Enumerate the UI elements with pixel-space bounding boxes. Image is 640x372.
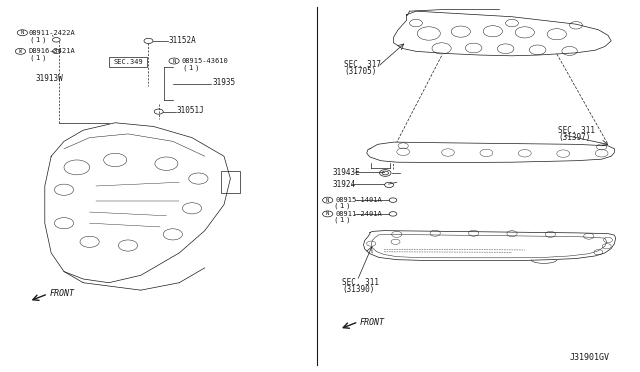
Text: J31901GV: J31901GV: [570, 353, 610, 362]
Text: (31705): (31705): [344, 67, 377, 76]
Text: 31924: 31924: [333, 180, 356, 189]
Text: SEC.349: SEC.349: [113, 59, 143, 65]
Text: 08915-43610: 08915-43610: [181, 58, 228, 64]
Text: SEC. 311: SEC. 311: [558, 126, 595, 135]
Text: DB916-3421A: DB916-3421A: [29, 48, 76, 54]
Text: W: W: [19, 49, 22, 54]
Text: N: N: [326, 211, 330, 217]
FancyBboxPatch shape: [109, 57, 147, 67]
Text: (31397): (31397): [558, 133, 591, 142]
Text: (31390): (31390): [342, 285, 375, 294]
Text: 31913W: 31913W: [35, 74, 63, 83]
Text: 31943E: 31943E: [333, 168, 360, 177]
Text: ( 1 ): ( 1 ): [335, 203, 350, 209]
Text: 31935: 31935: [212, 78, 236, 87]
Text: ( 1 ): ( 1 ): [184, 64, 199, 71]
Text: ( 1 ): ( 1 ): [335, 217, 350, 224]
Text: 08915-1401A: 08915-1401A: [335, 197, 382, 203]
FancyBboxPatch shape: [221, 171, 240, 193]
Text: N: N: [20, 30, 24, 35]
Text: FRONT: FRONT: [50, 289, 75, 298]
Text: N: N: [172, 58, 176, 64]
Text: N: N: [326, 198, 330, 203]
Text: ( 1 ): ( 1 ): [31, 54, 45, 61]
Text: ( 1 ): ( 1 ): [31, 36, 45, 43]
Text: 31051J: 31051J: [177, 106, 204, 115]
Text: 08911-2422A: 08911-2422A: [29, 30, 76, 36]
Text: SEC. 317: SEC. 317: [344, 60, 381, 69]
Text: 31152A: 31152A: [168, 36, 196, 45]
Text: SEC. 311: SEC. 311: [342, 278, 380, 287]
Text: FRONT: FRONT: [360, 318, 385, 327]
Text: 08911-2401A: 08911-2401A: [335, 211, 382, 217]
